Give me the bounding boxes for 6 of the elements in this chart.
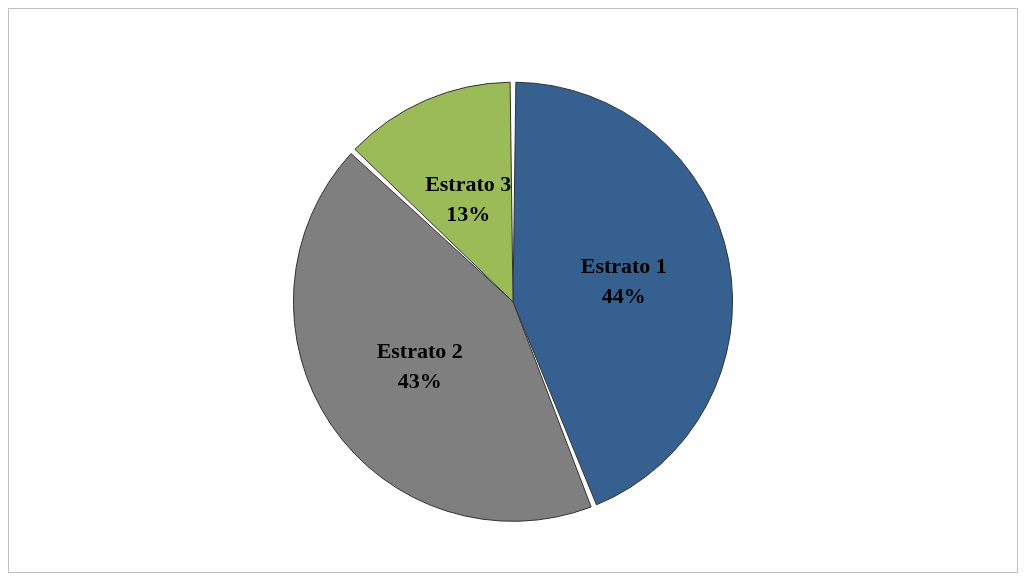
data-label: 13% [446, 200, 491, 226]
data-label: 44% [601, 283, 646, 309]
slice-label: Estrato 2 [376, 337, 463, 363]
data-label: 43% [397, 367, 442, 393]
slice-label: Estrato 3 [425, 170, 512, 196]
slice-label: Estrato 1 [580, 253, 667, 279]
